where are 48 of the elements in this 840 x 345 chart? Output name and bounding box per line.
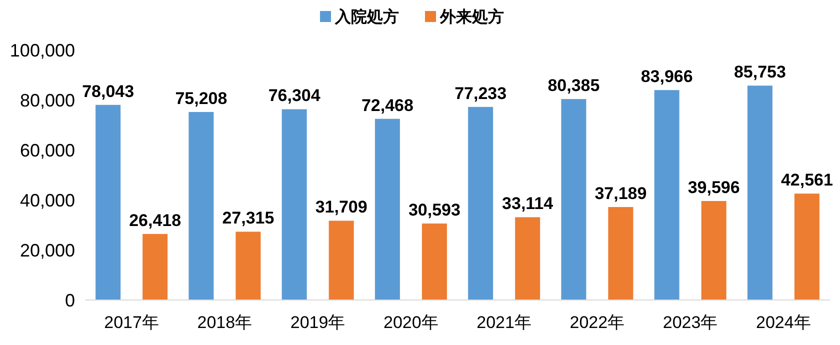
data-label: 77,233 xyxy=(454,84,507,103)
bar xyxy=(747,86,772,300)
y-tick-label: 60,000 xyxy=(20,140,75,160)
bar xyxy=(188,112,214,300)
data-label: 27,315 xyxy=(222,208,274,228)
data-label: 37,189 xyxy=(594,184,647,204)
data-label: 78,043 xyxy=(82,82,134,101)
y-tick-label: 20,000 xyxy=(20,240,75,260)
data-label: 30,593 xyxy=(408,200,460,220)
y-tick-label: 100,000 xyxy=(10,40,75,60)
data-label: 33,114 xyxy=(502,194,554,214)
x-tick-label: 2021年 xyxy=(476,313,532,332)
bar xyxy=(236,232,261,300)
bar xyxy=(561,99,586,300)
bar xyxy=(794,194,820,300)
y-tick-label: 0 xyxy=(64,290,75,310)
x-tick-label: 2024年 xyxy=(756,313,811,332)
bar xyxy=(468,106,494,300)
bar xyxy=(515,217,540,300)
data-label: 72,468 xyxy=(361,96,414,115)
data-label: 76,304 xyxy=(268,86,321,106)
bar xyxy=(654,90,680,300)
bar xyxy=(282,109,307,300)
x-tick-label: 2020年 xyxy=(384,313,438,332)
x-tick-label: 2023年 xyxy=(662,313,718,332)
x-tick-label: 2022年 xyxy=(570,313,625,332)
bar xyxy=(374,118,400,300)
data-label: 26,418 xyxy=(129,210,182,230)
data-label: 75,208 xyxy=(175,88,228,108)
bar xyxy=(328,220,354,300)
bar xyxy=(142,234,168,300)
data-label: 31,709 xyxy=(315,198,368,217)
x-tick-label: 2018年 xyxy=(197,313,252,332)
legend-label: 入院処方 xyxy=(334,7,399,26)
bar xyxy=(422,224,447,300)
x-tick-label: 2017年 xyxy=(104,313,159,332)
data-label: 80,385 xyxy=(548,76,600,96)
y-tick-label: 40,000 xyxy=(20,190,75,210)
data-label: 85,753 xyxy=(734,62,786,82)
x-tick-label: 2019年 xyxy=(290,313,346,332)
bar xyxy=(701,201,726,300)
y-tick-label: 80,000 xyxy=(20,90,75,110)
bar xyxy=(608,207,634,300)
data-label: 83,966 xyxy=(640,67,693,86)
data-label: 42,561 xyxy=(780,170,833,190)
bar xyxy=(96,104,121,300)
data-label: 39,596 xyxy=(688,178,740,198)
legend-label: 外来処方 xyxy=(439,7,504,26)
